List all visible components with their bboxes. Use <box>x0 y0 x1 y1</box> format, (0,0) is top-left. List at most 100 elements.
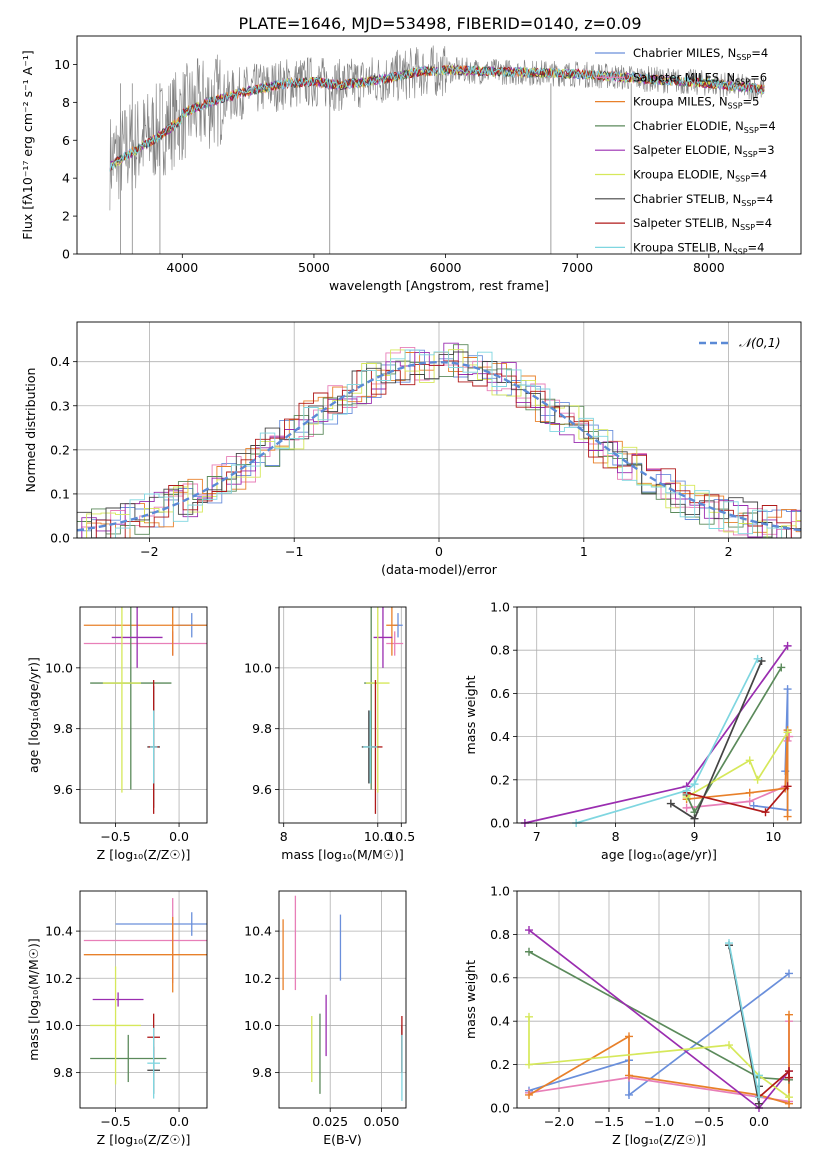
y-tick-label: 10.4 <box>244 924 272 939</box>
legend-label: Kroupa ELODIE, NSSP=4 <box>633 168 767 184</box>
x-tick-label: 0.025 <box>312 1114 348 1129</box>
y-tick-label: 0.2 <box>50 442 70 457</box>
x-tick-label: 4000 <box>166 260 198 275</box>
weight-point <box>785 1093 793 1102</box>
x-tick-label: 8 <box>612 829 620 844</box>
weight-point <box>625 1032 633 1041</box>
legend-label-main: Chabrier ELODIE, N <box>633 119 744 133</box>
axes-frame <box>278 890 407 1109</box>
y-axis-label: age [log₁₀(age/yr)] <box>26 657 41 773</box>
panel-age_vs_Z: −0.5 0.0 9.6 9.8 10.0 Z [log₁₀(Z/Z☉)] age [log… <box>26 606 208 862</box>
x-tick-label: 2 <box>725 544 733 559</box>
y-tick-label: 0.8 <box>490 927 510 942</box>
axes-frame <box>76 35 802 255</box>
legend-label-sub: SSP <box>735 175 750 184</box>
weight-point <box>525 1060 533 1069</box>
x-tick-label: −0.5 <box>100 1114 130 1129</box>
y-axis-label: Flux [fλ10⁻¹⁷ erg cm⁻² s⁻¹ A⁻¹] <box>20 50 35 239</box>
legend-label: Chabrier STELIB, NSSP=4 <box>633 192 773 208</box>
weight-point <box>785 969 793 978</box>
weight-point <box>783 812 792 821</box>
panel-weight_vs_age: 7 8 9 10 0.0 0.2 0.4 0.6 0.8 1.0 age [log₁₀(age/yr… <box>463 600 802 862</box>
legend-label-main: Kroupa STELIB, N <box>633 240 733 254</box>
y-tick-label: 9.8 <box>53 1065 73 1080</box>
y-tick-label: 0.2 <box>490 1057 510 1072</box>
weight-point <box>525 926 533 935</box>
panel-mass_vs_ebv: 0.025 0.050 9.8 10.0 10.2 10.4 E(B-V) <box>244 890 407 1147</box>
weight-point <box>749 801 758 810</box>
weight-point <box>755 1071 763 1080</box>
y-tick-label: 9.8 <box>252 1065 272 1080</box>
hist-series-4 <box>77 342 801 538</box>
legend-label-sub: SSP <box>741 199 756 208</box>
legend-label-tail: =4 <box>748 240 765 254</box>
x-tick-label: −0.5 <box>694 1114 724 1129</box>
legend-label-main: Chabrier STELIB, N <box>633 192 741 206</box>
x-tick-label: 0.0 <box>749 1114 769 1129</box>
x-tick-label: 10.5 <box>387 829 415 844</box>
x-tick-label: −2.0 <box>544 1114 574 1129</box>
hist-series-1 <box>77 346 801 538</box>
panel-weight_vs_Z: −2.0 −1.5 −1.0 −0.5 0.0 0.0 0.2 0.4 0.6 0.8 1.0 Z [… <box>463 884 802 1147</box>
y-tick-label: 0.8 <box>490 643 510 658</box>
y-tick-label: 0.0 <box>50 531 70 546</box>
model-line-8 <box>109 65 765 172</box>
legend-label-sub: SSP <box>743 150 758 159</box>
x-tick-label: −0.5 <box>100 829 130 844</box>
y-tick-label: 0.0 <box>490 1101 510 1116</box>
y-tick-label: 9.8 <box>53 721 73 736</box>
weight-point <box>690 780 699 789</box>
weight-series-5 <box>686 731 789 798</box>
legend-label: Salpeter ELODIE, NSSP=3 <box>633 143 775 159</box>
spectrum-lines <box>109 45 765 254</box>
legend-label-tail: =4 <box>756 192 773 206</box>
weight-point <box>745 788 754 797</box>
weight-point <box>785 1073 793 1082</box>
legend-label-tail: =3 <box>758 143 775 157</box>
legend-label-tail: =4 <box>759 119 776 133</box>
x-tick-label: 0 <box>435 544 443 559</box>
legend-label-main: Kroupa ELODIE, N <box>633 168 735 182</box>
y-tick-label: 0 <box>62 247 70 262</box>
data-spectrum-line <box>109 45 765 211</box>
legend-label: Kroupa STELIB, NSSP=4 <box>633 240 764 256</box>
panel-residuals: −2 −1 0 1 2 0.0 0.1 0.2 0.3 0.4 (data-model)/error… <box>23 321 802 577</box>
y-tick-label: 0.1 <box>50 486 70 501</box>
y-axis-label: mass weight <box>463 675 478 754</box>
weight-series-8 <box>728 942 760 1098</box>
x-tick-label: 0.050 <box>364 1114 400 1129</box>
y-tick-label: 0.3 <box>50 398 70 413</box>
y-tick-label: 0.6 <box>490 686 510 701</box>
normal-curve <box>77 360 801 532</box>
legend-label-sub: SSP <box>735 77 750 86</box>
legend-label-tail: =4 <box>755 216 772 230</box>
x-tick-label: 0.0 <box>169 829 189 844</box>
hist-series-7 <box>77 360 801 538</box>
errorbars <box>83 898 207 1099</box>
weight-point <box>785 1010 793 1019</box>
panel-mass_vs_Z: −0.5 0.0 9.8 10.0 10.2 10.4 Z [log₁₀(Z/Z☉)] mas… <box>26 890 208 1147</box>
weight-point <box>690 814 699 823</box>
legend-label-main: Salpeter MILES, N <box>633 70 735 84</box>
weight-series-4 <box>524 645 789 824</box>
legend-label-sub: SSP <box>740 223 755 232</box>
y-tick-label: 10.2 <box>244 971 272 986</box>
x-tick-label: −1 <box>285 544 303 559</box>
y-tick-label: 1.0 <box>490 600 510 615</box>
x-tick-label: 10 <box>765 829 781 844</box>
weight-point <box>666 799 675 808</box>
axes-frame <box>516 890 802 1109</box>
x-axis-label: Z [log₁₀(Z/Z☉)] <box>97 847 191 862</box>
legend-label-tail: =6 <box>750 70 767 84</box>
y-tick-label: 10.0 <box>244 660 272 675</box>
y-tick-label: 10.0 <box>45 660 73 675</box>
weight-point <box>755 1093 763 1102</box>
hist-lines <box>77 342 801 538</box>
y-tick-label: 0.0 <box>490 816 510 831</box>
y-tick-label: 0.2 <box>490 772 510 787</box>
legend-label: 𝒩(0,1) <box>739 335 781 350</box>
errorbars <box>83 607 207 814</box>
weight-point <box>725 1041 733 1050</box>
y-tick-label: 10.0 <box>244 1018 272 1033</box>
y-axis-label: Normed distribution <box>23 368 38 493</box>
